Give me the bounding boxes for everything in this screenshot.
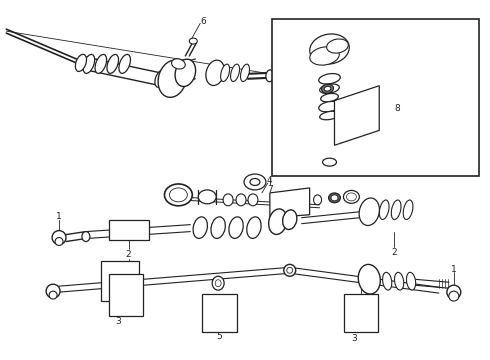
Ellipse shape [206, 60, 224, 86]
Ellipse shape [75, 54, 87, 72]
Ellipse shape [119, 54, 130, 73]
Circle shape [449, 291, 459, 301]
Ellipse shape [158, 60, 187, 97]
Ellipse shape [383, 273, 392, 290]
Ellipse shape [346, 193, 356, 201]
Text: 1: 1 [56, 212, 62, 221]
Text: 8: 8 [394, 104, 400, 113]
Bar [202, 294, 237, 332]
Ellipse shape [266, 70, 274, 82]
Ellipse shape [95, 54, 107, 73]
Bar [101, 261, 139, 301]
Text: 3: 3 [115, 318, 121, 327]
Ellipse shape [250, 179, 260, 185]
Ellipse shape [82, 231, 90, 242]
Text: 1: 1 [451, 265, 457, 274]
Ellipse shape [241, 64, 249, 81]
Text: 3: 3 [351, 334, 357, 343]
Ellipse shape [358, 264, 380, 294]
Ellipse shape [319, 111, 340, 120]
Ellipse shape [215, 280, 221, 287]
Ellipse shape [236, 194, 246, 206]
Ellipse shape [327, 39, 348, 53]
Ellipse shape [170, 188, 187, 202]
Circle shape [49, 291, 57, 299]
Ellipse shape [212, 276, 224, 290]
Bar [344, 294, 378, 332]
Ellipse shape [283, 210, 297, 230]
Ellipse shape [198, 190, 216, 204]
Text: 2: 2 [126, 250, 131, 259]
Polygon shape [270, 188, 310, 218]
Ellipse shape [175, 59, 196, 86]
Bar [109, 220, 148, 239]
Text: 4: 4 [267, 176, 272, 185]
Ellipse shape [319, 84, 340, 94]
Text: 3: 3 [117, 305, 122, 314]
Ellipse shape [359, 198, 379, 225]
Bar [109, 274, 143, 316]
Circle shape [52, 231, 66, 244]
Ellipse shape [165, 184, 192, 206]
Ellipse shape [189, 38, 197, 44]
Ellipse shape [318, 73, 341, 84]
Circle shape [46, 284, 60, 298]
Ellipse shape [379, 200, 389, 220]
Text: 5: 5 [216, 332, 222, 341]
Ellipse shape [310, 34, 349, 64]
Text: 6: 6 [200, 17, 206, 26]
Ellipse shape [322, 158, 337, 166]
Ellipse shape [343, 190, 359, 203]
Text: 2: 2 [392, 248, 397, 257]
Ellipse shape [269, 209, 287, 234]
Ellipse shape [193, 217, 207, 238]
Ellipse shape [107, 54, 119, 73]
Ellipse shape [83, 54, 95, 73]
Ellipse shape [247, 217, 261, 238]
Ellipse shape [394, 273, 404, 290]
Ellipse shape [231, 64, 240, 81]
Ellipse shape [403, 200, 413, 220]
Circle shape [274, 72, 282, 80]
Ellipse shape [223, 194, 233, 206]
Ellipse shape [155, 70, 166, 87]
Ellipse shape [229, 217, 243, 238]
Ellipse shape [220, 64, 230, 81]
Ellipse shape [331, 195, 338, 201]
Ellipse shape [392, 200, 401, 220]
Ellipse shape [314, 195, 321, 205]
Ellipse shape [172, 59, 185, 69]
Ellipse shape [318, 101, 341, 112]
Ellipse shape [320, 94, 339, 102]
Ellipse shape [244, 174, 266, 190]
Ellipse shape [324, 86, 331, 91]
Circle shape [284, 264, 295, 276]
Ellipse shape [406, 273, 416, 290]
Text: 7: 7 [267, 185, 273, 194]
Ellipse shape [211, 217, 225, 238]
Ellipse shape [328, 193, 341, 203]
Circle shape [55, 238, 63, 246]
Ellipse shape [248, 194, 258, 206]
Ellipse shape [321, 84, 334, 93]
Bar [272, 19, 479, 176]
Polygon shape [335, 86, 379, 145]
Circle shape [287, 267, 293, 273]
Ellipse shape [310, 47, 339, 65]
Circle shape [447, 285, 461, 299]
